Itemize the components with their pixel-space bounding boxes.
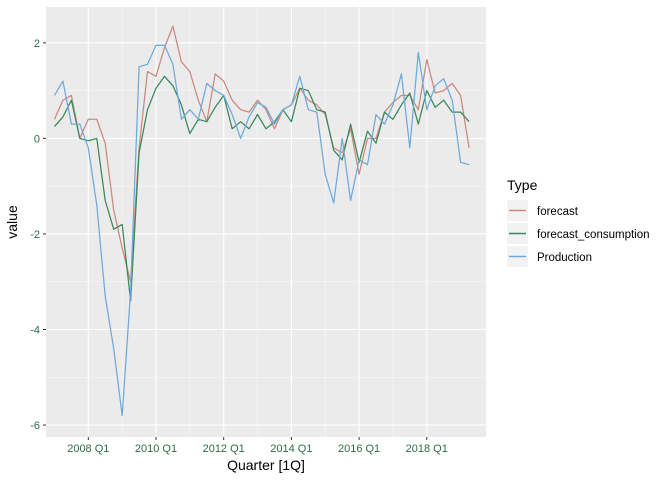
x-axis-title: Quarter [1Q] [227,457,305,473]
y-tick-label: 0 [34,133,40,145]
x-tick-label: 2018 Q1 [406,443,448,455]
legend: forecast forecast_consumption Production [507,200,650,267]
legend-label-forecast: forecast [537,206,579,218]
y-axis-title: value [4,205,20,239]
series-lines [53,25,470,417]
x-tick-label: 2016 Q1 [338,443,380,455]
x-tick-label: 2010 Q1 [135,443,177,455]
y-tick-label: -4 [30,325,40,337]
plot-panel [46,7,486,437]
x-tick-label: 2008 Q1 [67,443,109,455]
series-line-forecast-consumption [54,75,470,302]
grid-lines [46,7,486,437]
legend-title: Type [507,177,538,193]
legend-label-forecast-consumption: forecast_consumption [537,229,650,241]
series-line-production [53,44,470,417]
x-tick-label: 2014 Q1 [270,443,312,455]
y-axis-ticks: 2 0 -2 -4 -6 [30,38,46,432]
y-tick-label: -6 [30,420,40,432]
y-tick-label: 2 [34,38,40,50]
legend-label-production: Production [537,252,592,264]
x-tick-label: 2012 Q1 [203,443,245,455]
x-axis-ticks: 2008 Q1 2010 Q1 2012 Q1 2014 Q1 2016 Q1 2018 … [67,437,448,455]
y-tick-label: -2 [30,229,40,241]
